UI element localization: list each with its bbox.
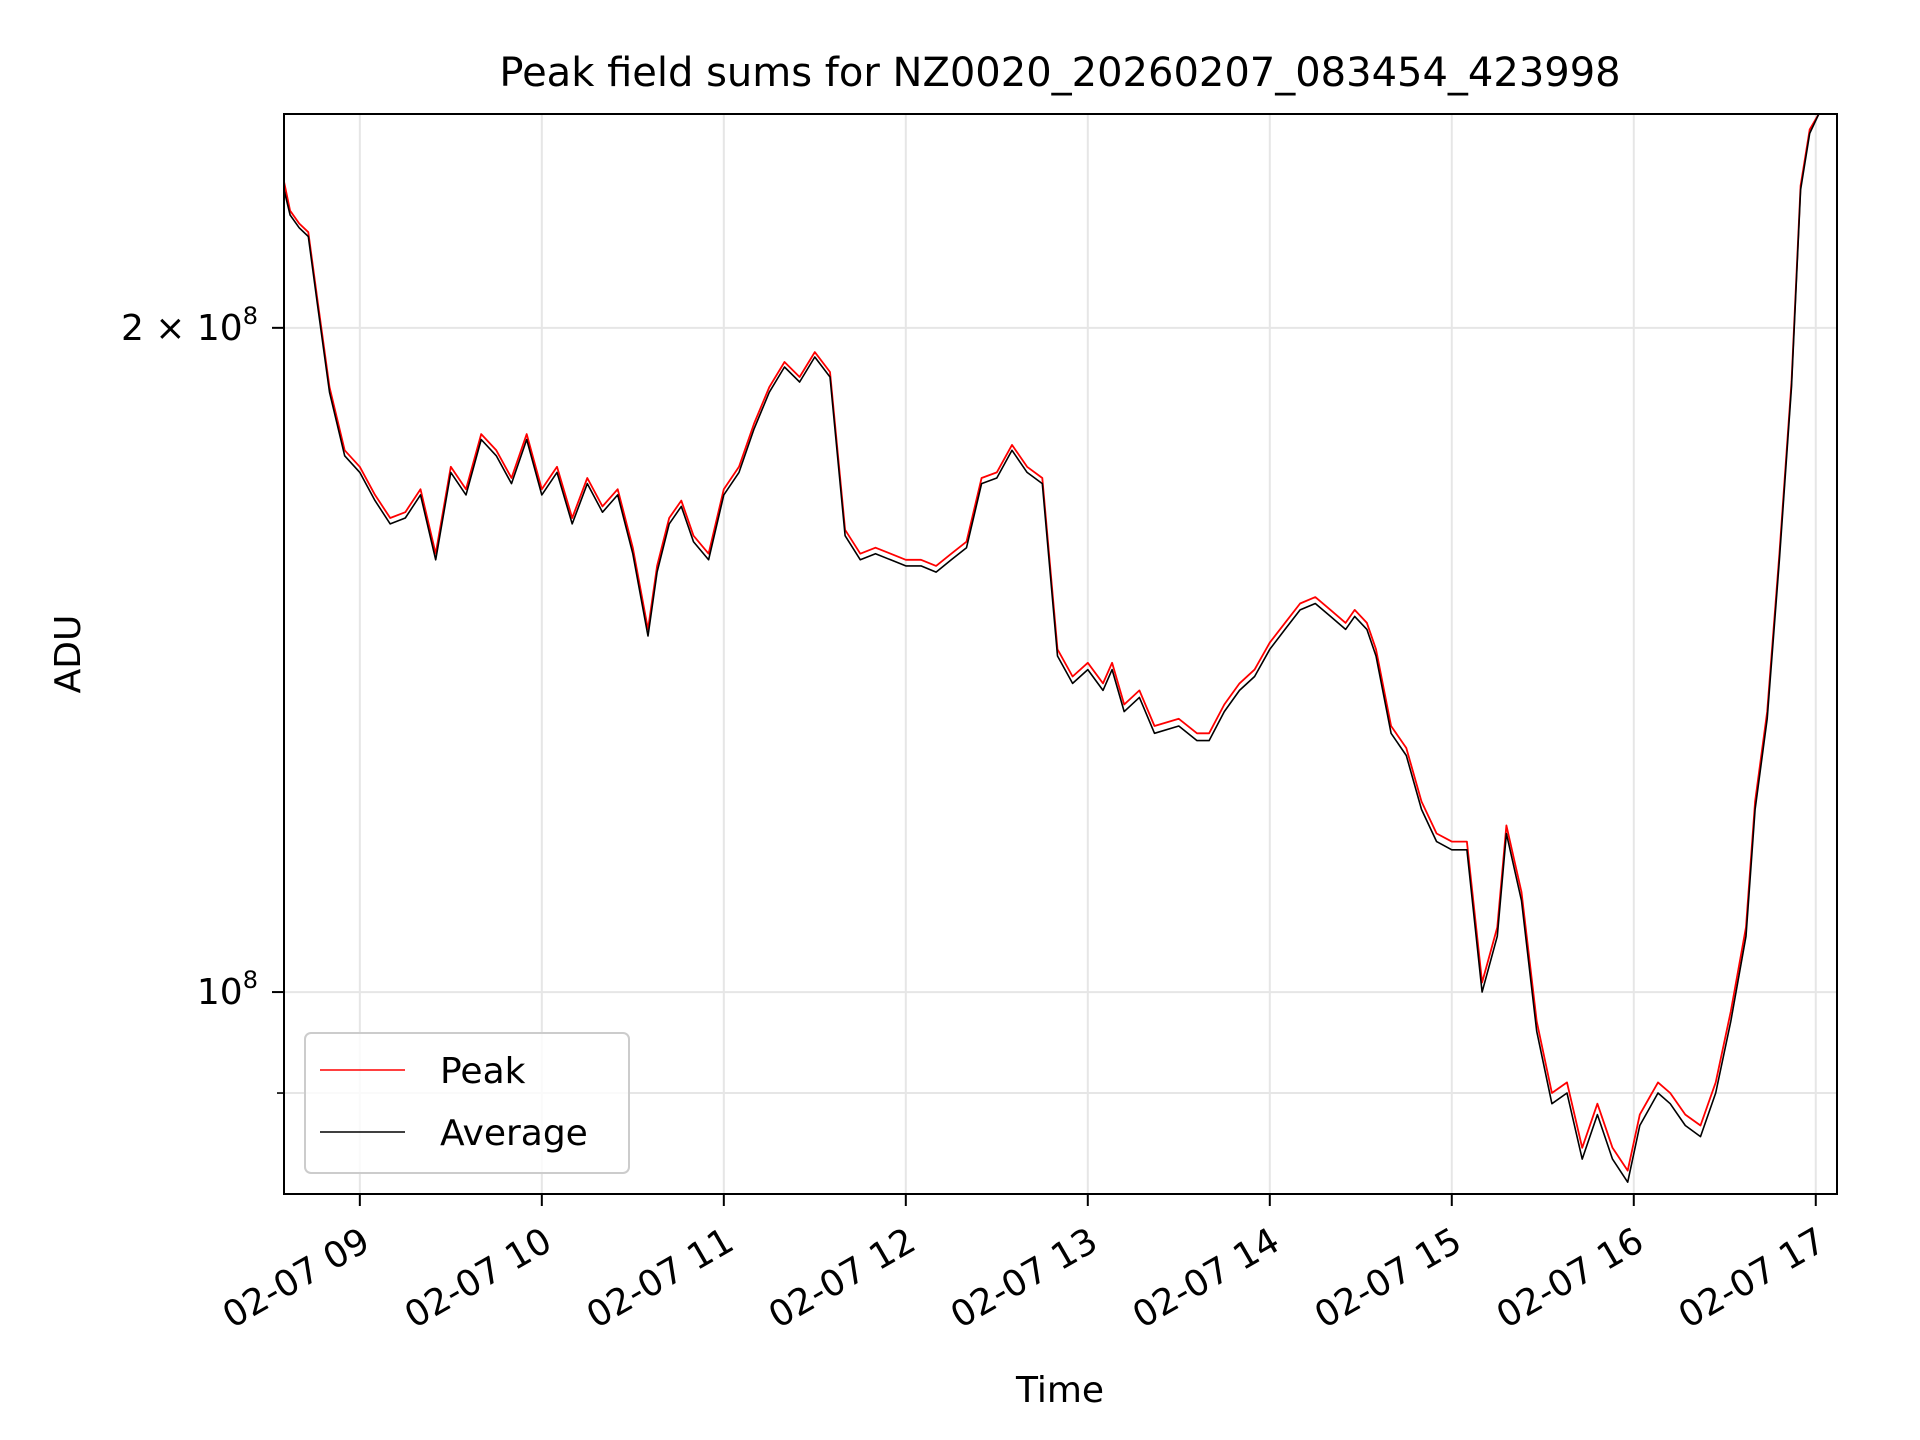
x-tick-label: 02-07 13 [944, 1220, 1105, 1336]
x-tick-label: 02-07 16 [1490, 1220, 1651, 1336]
x-axis-label: Time [1015, 1370, 1104, 1411]
y-axis: 108 2 × 108 [121, 302, 284, 1094]
series-layer [283, 113, 1820, 1183]
x-tick-label: 02-07 09 [216, 1220, 377, 1336]
legend-box [304, 1032, 630, 1174]
x-tick-label: 02-07 14 [1126, 1220, 1287, 1336]
x-tick-label: 02-07 11 [580, 1220, 741, 1336]
y-tick-label: 108 [197, 966, 258, 1013]
x-tick-label: 02-07 12 [762, 1220, 923, 1336]
legend: Peak Average [304, 1032, 630, 1174]
series-line-peak [283, 113, 1820, 1172]
y-axis-label: ADU [48, 615, 89, 694]
legend-label-average: Average [440, 1113, 588, 1154]
x-tick-label: 02-07 17 [1672, 1220, 1833, 1336]
x-tick-label: 02-07 15 [1308, 1220, 1469, 1336]
plot-frame [283, 113, 1838, 1195]
series-line-average [283, 113, 1820, 1183]
legend-label-peak: Peak [440, 1051, 526, 1092]
x-tick-label: 02-07 10 [398, 1220, 559, 1336]
y-tick-label: 2 × 108 [121, 302, 258, 349]
chart-title: Peak field sums for NZ0020_20260207_0834… [499, 50, 1620, 96]
x-axis: 02-07 09 02-07 10 02-07 11 02-07 12 02-07 13… [216, 1194, 1833, 1337]
